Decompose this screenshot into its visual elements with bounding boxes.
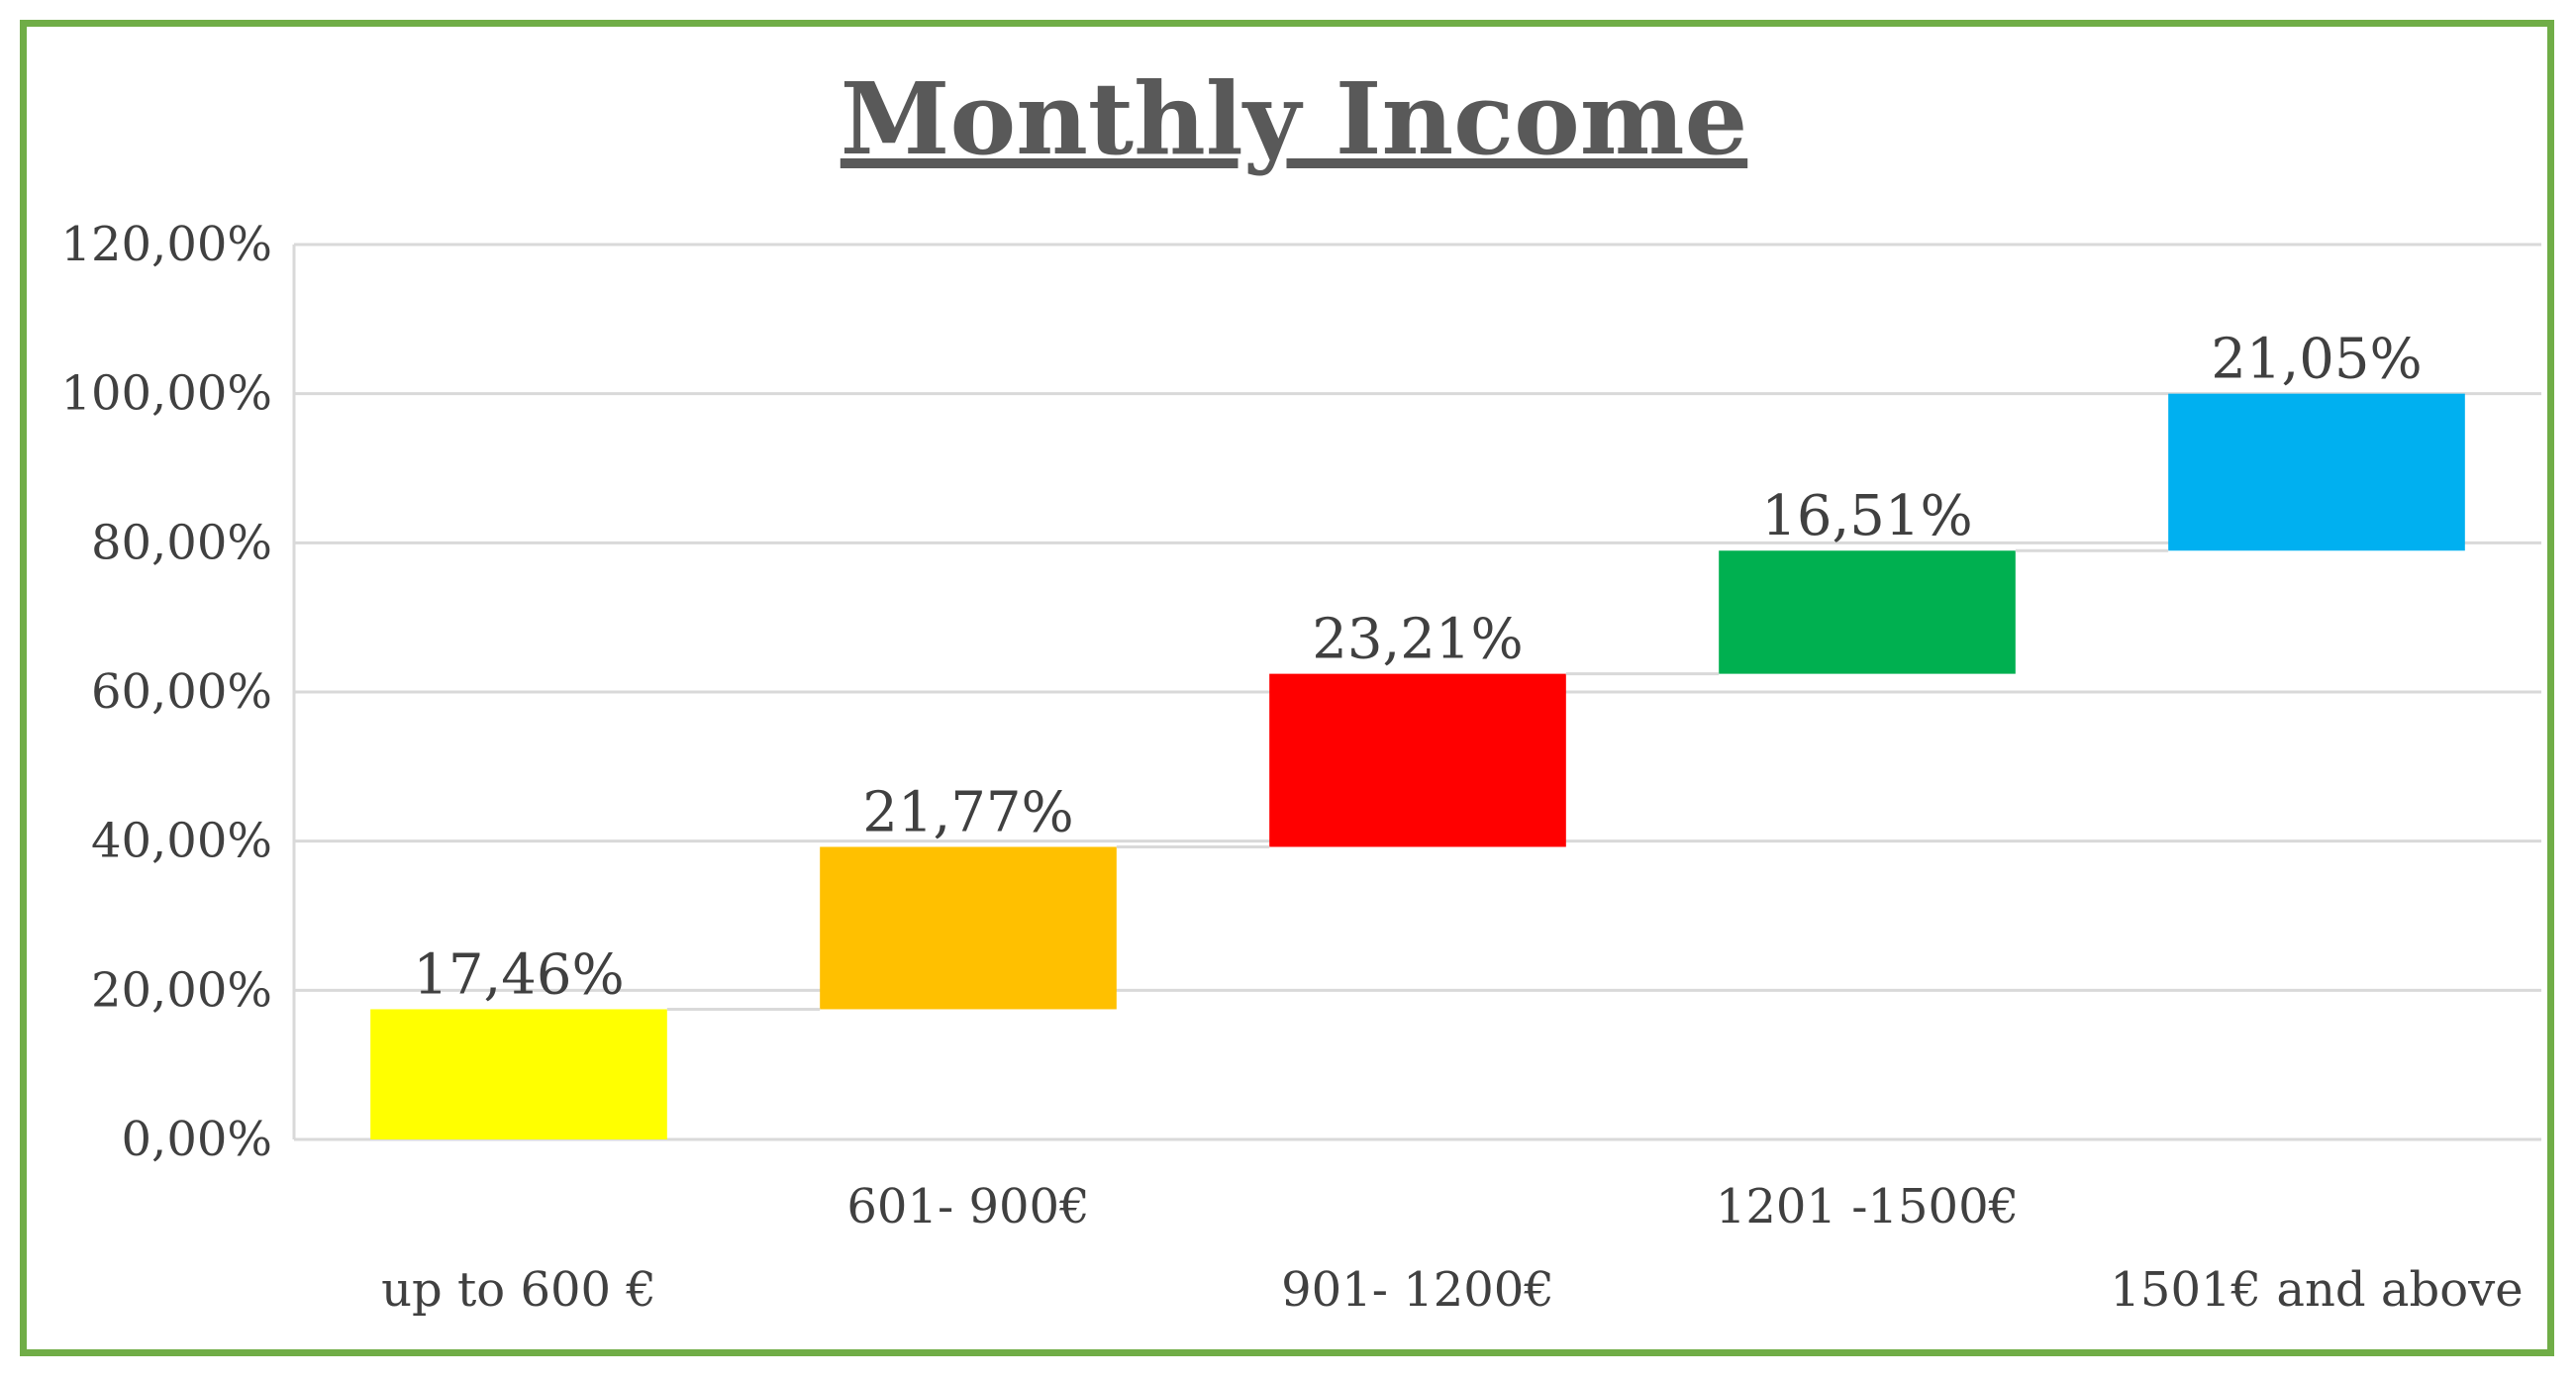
y-tick-label: 120,00% (60, 217, 272, 272)
x-category-label: up to 600 € (381, 1262, 656, 1318)
bar (370, 1009, 667, 1139)
x-category-label: 1201 -1500€ (1716, 1179, 2019, 1234)
bar (820, 846, 1117, 1010)
y-tick-label: 60,00% (91, 664, 272, 720)
y-tick-label: 80,00% (91, 515, 272, 570)
data-label: 23,21% (1312, 608, 1524, 672)
data-label: 17,46% (413, 942, 625, 1007)
data-label: 21,77% (862, 780, 1074, 844)
y-tick-label: 20,00% (91, 962, 272, 1018)
x-category-label: 601- 900€ (846, 1179, 1089, 1234)
x-category-label: 901- 1200€ (1281, 1262, 1554, 1318)
bars (370, 393, 2465, 1139)
data-labels: 17,46% 21,77% 23,21% 16,51% 21,05% (413, 328, 2423, 1008)
connectors (666, 548, 2169, 1011)
x-category-label: 1501€ and above (2110, 1262, 2523, 1318)
bar (1719, 550, 2016, 674)
bar (1269, 673, 1566, 847)
y-tick-label: 40,00% (91, 814, 272, 869)
y-tick-label: 0,00% (122, 1112, 272, 1167)
waterfall-chart: Monthly Income 0,00% 20,00% 40,00% 60,00% 80… (60, 60, 2541, 1318)
data-label: 16,51% (1761, 484, 1973, 548)
y-tick-label: 100,00% (60, 366, 272, 422)
bar (2168, 393, 2465, 551)
data-label: 21,05% (2211, 328, 2423, 392)
y-axis-ticks: 0,00% 20,00% 40,00% 60,00% 80,00% 100,00% 120,… (60, 217, 272, 1167)
x-axis-categories: up to 600 € 601- 900€ 901- 1200€ 1201 -1500… (381, 1179, 2524, 1318)
chart-frame: Monthly Income 0,00% 20,00% 40,00% 60,00% 80… (20, 20, 2554, 1356)
chart-title: Monthly Income (841, 60, 1747, 177)
